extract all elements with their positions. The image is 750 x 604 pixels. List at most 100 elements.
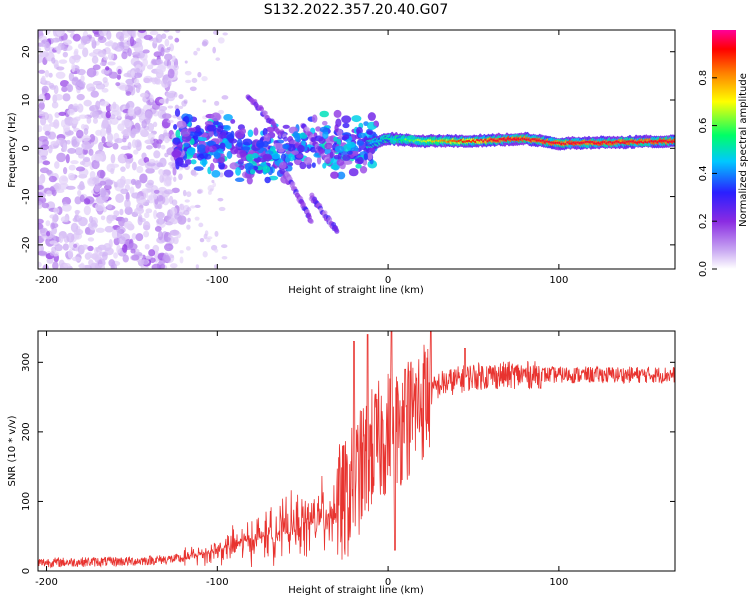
heatmap-speckle xyxy=(79,161,86,166)
heatmap-speckle xyxy=(130,70,135,77)
heatmap-speckle xyxy=(95,227,105,233)
heatmap-speckle xyxy=(121,51,128,60)
heatmap-speckle xyxy=(159,157,167,168)
heatmap-speckle xyxy=(147,132,155,141)
heatmap-speckle xyxy=(62,243,69,251)
heatmap-speckle xyxy=(194,216,200,221)
heatmap-speckle xyxy=(119,84,129,91)
heatmap-blob xyxy=(355,163,362,169)
heatmap-speckle xyxy=(51,57,56,64)
heatmap-blob xyxy=(218,161,226,170)
heatmap-streak xyxy=(319,149,325,155)
heatmap-speckle xyxy=(153,150,161,159)
heatmap-speckle xyxy=(88,215,94,223)
heatmap-speckle xyxy=(131,129,140,134)
heatmap-speckle xyxy=(94,185,101,193)
heatmap-speckle xyxy=(153,189,160,194)
heatmap-speckle xyxy=(183,99,188,104)
heatmap-speckle xyxy=(91,252,102,261)
heatmap-speckle xyxy=(50,37,61,43)
heatmap-speckle xyxy=(186,224,191,230)
heatmap-blob xyxy=(333,154,341,160)
colorbar-tick-label: 0.0 xyxy=(698,261,709,277)
heatmap-speckle xyxy=(62,93,71,102)
heatmap-blob xyxy=(270,153,281,160)
heatmap-speckle xyxy=(167,105,174,109)
heatmap-speckle xyxy=(106,204,113,210)
heatmap-speckle xyxy=(89,170,96,179)
heatmap-speckle xyxy=(163,189,174,195)
heatmap-blob xyxy=(174,157,184,167)
heatmap-speckle xyxy=(212,182,217,188)
heatmap-blob xyxy=(226,150,233,159)
heatmap-speckle xyxy=(38,223,44,230)
heatmap-blob xyxy=(223,124,231,131)
heatmap-blob xyxy=(318,137,326,144)
heatmap-blob xyxy=(282,124,290,129)
heatmap-blob xyxy=(269,145,276,152)
heatmap-speckle xyxy=(157,203,162,210)
heatmap-speckle xyxy=(192,172,199,176)
heatmap-speckle xyxy=(106,30,112,40)
heatmap-speckle xyxy=(157,230,163,241)
heatmap-speckle xyxy=(66,84,74,93)
heatmap-speckle xyxy=(58,235,64,244)
heatmap-speckle xyxy=(135,85,141,94)
heatmap-speckle xyxy=(82,156,91,163)
heatmap-speckle xyxy=(46,231,51,237)
heatmap-speckle xyxy=(123,178,133,185)
heatmap-speckle xyxy=(40,118,46,123)
heatmap-speckle xyxy=(108,71,119,79)
heatmap-speckle xyxy=(141,119,147,129)
heatmap-speckle xyxy=(212,46,217,54)
heatmap-speckle xyxy=(43,92,51,101)
heatmap-speckle xyxy=(65,153,70,164)
heatmap-blob xyxy=(282,143,290,150)
heatmap-speckle xyxy=(161,33,167,39)
heatmap-speckle xyxy=(71,119,78,125)
heatmap-speckle xyxy=(169,43,175,52)
heatmap-blob xyxy=(291,150,299,155)
heatmap-speckle xyxy=(62,167,68,175)
heatmap-blob xyxy=(342,154,351,161)
heatmap-speckle xyxy=(103,56,109,61)
heatmap-speckle xyxy=(61,176,68,182)
heatmap-speckle xyxy=(66,139,71,145)
heatmap-speckle xyxy=(156,195,164,202)
heatmap-speckle xyxy=(125,78,135,85)
heatmap-speckle xyxy=(67,108,75,116)
heatmap-speckle xyxy=(98,141,104,152)
heatmap-speckle xyxy=(109,114,116,120)
heatmap-speckle xyxy=(115,193,125,203)
heatmap-speckle xyxy=(145,208,153,214)
heatmap-speckle xyxy=(44,70,50,78)
snr-y-tick-label: 100 xyxy=(21,492,32,511)
heatmap-speckle xyxy=(129,186,135,195)
heatmap-speckle xyxy=(122,254,129,263)
heatmap-speckle xyxy=(161,113,172,120)
heatmap-speckle xyxy=(127,47,132,57)
heatmap-speckle xyxy=(171,162,176,169)
spectrogram-y-tick-label: -10 xyxy=(21,188,32,204)
heatmap-speckle xyxy=(167,35,174,40)
heatmap-speckle xyxy=(94,263,103,269)
heatmap-speckle xyxy=(110,167,115,175)
heatmap-blob xyxy=(348,168,359,177)
heatmap-blob xyxy=(322,162,327,169)
heatmap-blob xyxy=(183,142,190,148)
heatmap-blob xyxy=(201,158,207,168)
heatmap-speckle xyxy=(143,34,153,41)
heatmap-speckle xyxy=(60,216,69,223)
heatmap-speckle xyxy=(42,124,52,133)
heatmap-speckle xyxy=(158,168,164,175)
heatmap-blob xyxy=(174,108,181,117)
heatmap-speckle xyxy=(99,61,107,66)
heatmap-speckle xyxy=(48,72,53,78)
heatmap-speckle xyxy=(48,175,57,183)
spectrogram-y-ticks: -20 -10 0 10 20 xyxy=(21,45,675,253)
heatmap-speckle xyxy=(138,30,146,34)
heatmap-speckle xyxy=(56,152,67,163)
heatmap-blob xyxy=(198,136,207,142)
heatmap-speckle xyxy=(100,215,106,221)
colorbar-tick-label: 0.6 xyxy=(698,118,709,134)
